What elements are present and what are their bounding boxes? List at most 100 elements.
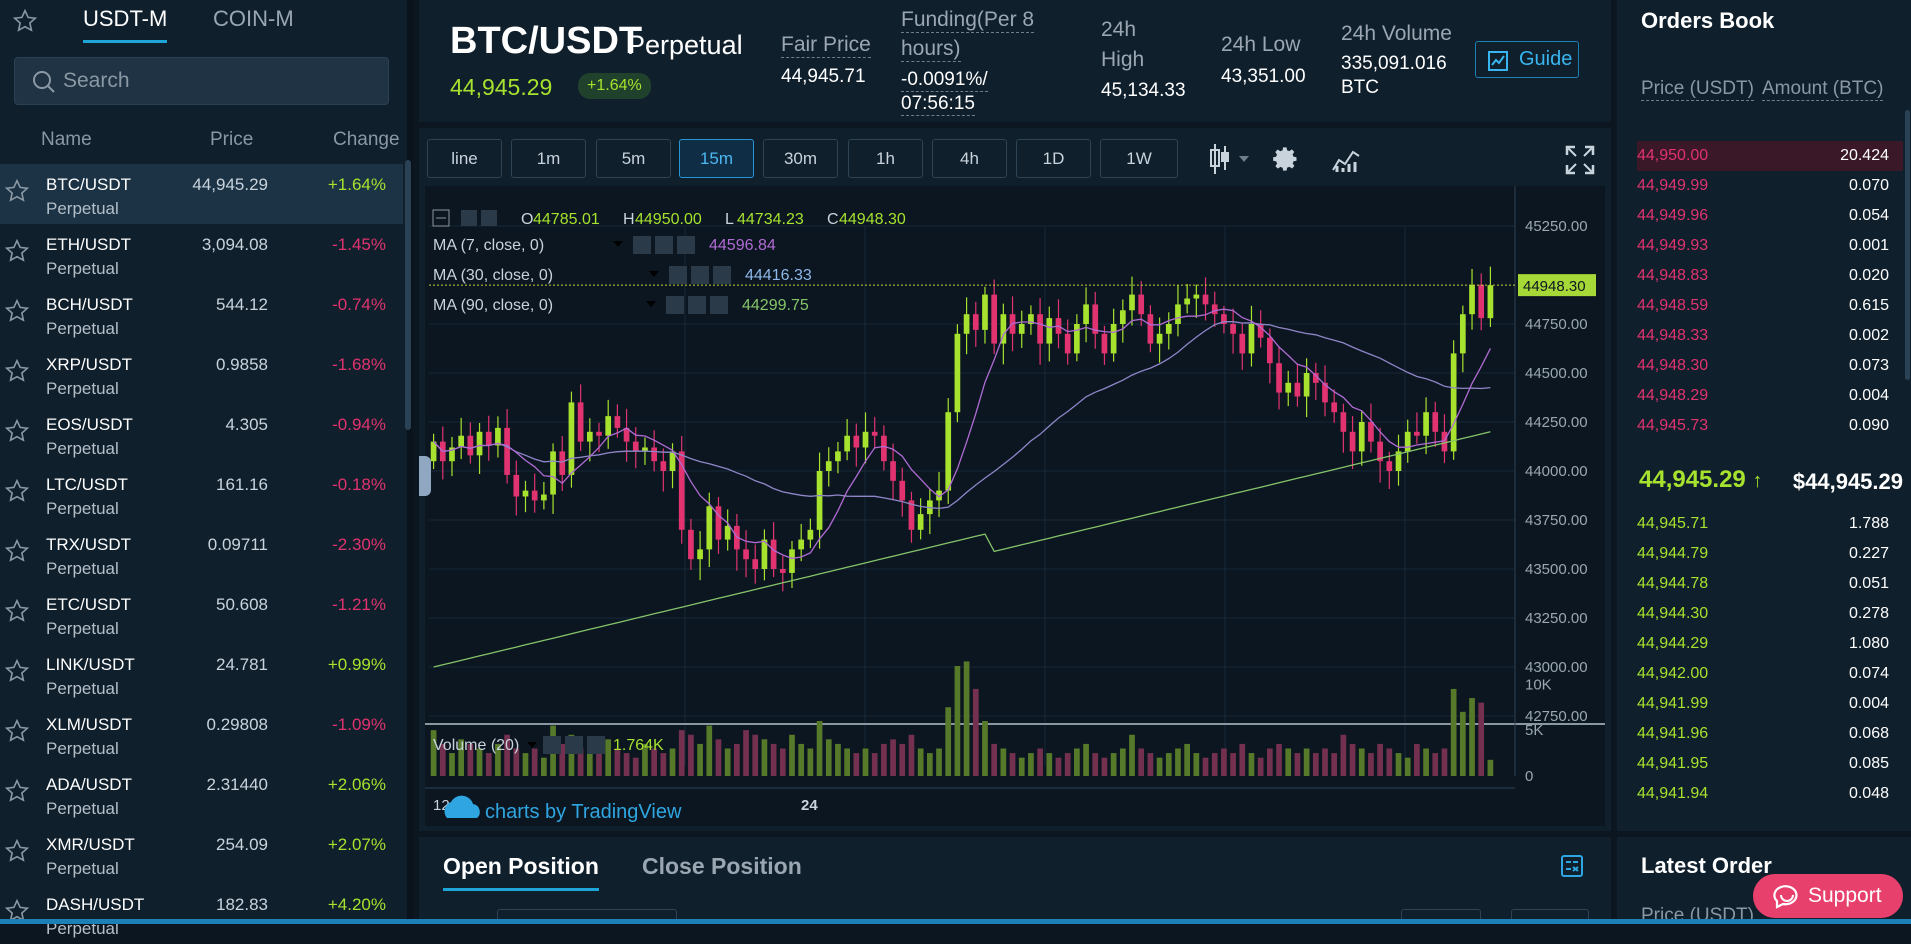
calculator-icon[interactable] (1560, 854, 1584, 878)
timeframe-1D[interactable]: 1D (1016, 139, 1091, 178)
dropdown-icon[interactable] (646, 301, 656, 307)
favorite-star-icon[interactable] (4, 418, 30, 449)
column-header-change[interactable]: Change (333, 129, 400, 150)
favorite-star-icon[interactable] (4, 238, 30, 269)
orders-book-scrollbar[interactable] (1905, 110, 1910, 380)
timeframe-30m[interactable]: 30m (763, 139, 838, 178)
search-box[interactable] (14, 57, 389, 105)
collapse-legend-button[interactable] (432, 209, 450, 227)
bid-row[interactable]: 44,944.30 0.278 (1637, 599, 1903, 629)
timeframe-1h[interactable]: 1h (848, 139, 923, 178)
indicators-icon[interactable] (1331, 144, 1361, 174)
bid-row[interactable]: 44,941.94 0.048 (1637, 779, 1903, 809)
tab-close-position[interactable]: Close Position (642, 853, 802, 879)
ask-row[interactable]: 44,945.73 0.090 (1637, 411, 1903, 441)
market-row[interactable]: XMR/USDT Perpetual 254.09 +2.07% (0, 824, 403, 884)
fullscreen-icon[interactable] (1565, 145, 1595, 175)
volume-tool-icon[interactable] (587, 736, 605, 754)
fair-price-label[interactable]: Fair Price (781, 33, 871, 58)
ask-row[interactable]: 44,949.99 0.070 (1637, 171, 1903, 201)
favorite-star-icon[interactable] (4, 178, 30, 209)
tab-coin-m[interactable]: COIN-M (213, 6, 294, 31)
sidebar-collapse-handle[interactable] (419, 456, 431, 496)
timeframe-4h[interactable]: 4h (932, 139, 1007, 178)
market-row[interactable]: BTC/USDT Perpetual 44,945.29 +1.64% (0, 164, 403, 224)
timeframe-1W[interactable]: 1W (1100, 139, 1178, 178)
ma-tool-icon[interactable] (677, 236, 695, 254)
column-header-price[interactable]: Price (210, 129, 254, 150)
favorite-star-icon[interactable] (4, 838, 30, 869)
funding-label-line1[interactable]: Funding(Per 8 (901, 8, 1035, 33)
market-row[interactable]: EOS/USDT Perpetual 4.305 -0.94% (0, 404, 403, 464)
market-row[interactable]: LTC/USDT Perpetual 161.16 -0.18% (0, 464, 403, 524)
volume-tool-icon[interactable] (565, 736, 583, 754)
dropdown-icon[interactable] (527, 742, 537, 748)
position-action-button[interactable] (1401, 909, 1481, 924)
market-row[interactable]: XLM/USDT Perpetual 0.29808 -1.09% (0, 704, 403, 764)
funding-label-line2[interactable]: hours) (901, 37, 961, 62)
market-row[interactable]: LINK/USDT Perpetual 24.781 +0.99% (0, 644, 403, 704)
bid-row[interactable]: 44,944.78 0.051 (1637, 569, 1903, 599)
timeframe-line[interactable]: line (427, 139, 502, 178)
favorite-star-icon[interactable] (4, 538, 30, 569)
guide-button[interactable]: Guide (1475, 41, 1579, 78)
market-row[interactable]: XRP/USDT Perpetual 0.9858 -1.68% (0, 344, 403, 404)
favorites-star-icon[interactable] (12, 8, 38, 34)
market-list-scrollbar[interactable] (405, 160, 411, 430)
ma-tool-icon[interactable] (669, 266, 687, 284)
market-row[interactable]: BCH/USDT Perpetual 544.12 -0.74% (0, 284, 403, 344)
dropdown-icon[interactable] (613, 241, 623, 247)
ask-row[interactable]: 44,948.33 0.002 (1637, 321, 1903, 351)
tab-open-position[interactable]: Open Position (443, 853, 599, 891)
bid-row[interactable]: 44,941.95 0.085 (1637, 749, 1903, 779)
price-chart[interactable]: 45250.00 44750.00 44500.00 44250.00 44000.00… (425, 186, 1605, 826)
ma-tool-icon[interactable] (688, 296, 706, 314)
favorite-star-icon[interactable] (4, 478, 30, 509)
market-row[interactable]: TRX/USDT Perpetual 0.09711 -2.30% (0, 524, 403, 584)
ma-tool-icon[interactable] (713, 266, 731, 284)
ask-row[interactable]: 44,949.93 0.001 (1637, 231, 1903, 261)
timeframe-15m[interactable]: 15m (679, 139, 754, 178)
bid-row[interactable]: 44,945.71 1.788 (1637, 509, 1903, 539)
tab-usdt-m[interactable]: USDT-M (83, 6, 168, 43)
ask-row[interactable]: 44,948.83 0.020 (1637, 261, 1903, 291)
market-row[interactable]: ADA/USDT Perpetual 2.31440 +2.06% (0, 764, 403, 824)
settings-gear-icon[interactable] (1272, 145, 1300, 173)
ma-tool-icon[interactable] (633, 236, 651, 254)
position-action-button-2[interactable] (1511, 909, 1589, 924)
ma-tool-icon[interactable] (691, 266, 709, 284)
search-input[interactable] (63, 66, 363, 96)
ma-tool-icon[interactable] (666, 296, 684, 314)
ask-row[interactable]: 44,949.96 0.054 (1637, 201, 1903, 231)
ma-tool-icon[interactable] (655, 236, 673, 254)
column-header-name[interactable]: Name (41, 129, 92, 150)
favorite-star-icon[interactable] (4, 358, 30, 389)
ask-row[interactable]: 44,948.29 0.004 (1637, 381, 1903, 411)
favorite-star-icon[interactable] (4, 898, 30, 929)
dropdown-icon[interactable] (649, 271, 659, 277)
legend-tool-icon[interactable] (461, 210, 477, 226)
bid-row[interactable]: 44,944.79 0.227 (1637, 539, 1903, 569)
timeframe-5m[interactable]: 5m (596, 139, 671, 178)
support-button[interactable]: Support (1753, 874, 1903, 918)
market-row[interactable]: ETC/USDT Perpetual 50.608 -1.21% (0, 584, 403, 644)
ma-tool-icon[interactable] (710, 296, 728, 314)
candle-type-icon[interactable] (1205, 142, 1251, 176)
ask-row[interactable]: 44,948.30 0.073 (1637, 351, 1903, 381)
market-row[interactable]: DASH/USDT Perpetual 182.83 +4.20% (0, 884, 403, 944)
volume-tool-icon[interactable] (543, 736, 561, 754)
favorite-star-icon[interactable] (4, 298, 30, 329)
favorite-star-icon[interactable] (4, 658, 30, 689)
timeframe-1m[interactable]: 1m (511, 139, 586, 178)
bid-row[interactable]: 44,941.99 0.004 (1637, 689, 1903, 719)
position-input-box[interactable] (497, 909, 677, 924)
favorite-star-icon[interactable] (4, 778, 30, 809)
bid-row[interactable]: 44,942.00 0.074 (1637, 659, 1903, 689)
ask-row[interactable]: 44,950.00 20.424 (1637, 141, 1903, 171)
favorite-star-icon[interactable] (4, 598, 30, 629)
favorite-star-icon[interactable] (4, 718, 30, 749)
legend-tool-icon[interactable] (481, 210, 497, 226)
market-row[interactable]: ETH/USDT Perpetual 3,094.08 -1.45% (0, 224, 403, 284)
ask-row[interactable]: 44,948.59 0.615 (1637, 291, 1903, 321)
bid-row[interactable]: 44,941.96 0.068 (1637, 719, 1903, 749)
